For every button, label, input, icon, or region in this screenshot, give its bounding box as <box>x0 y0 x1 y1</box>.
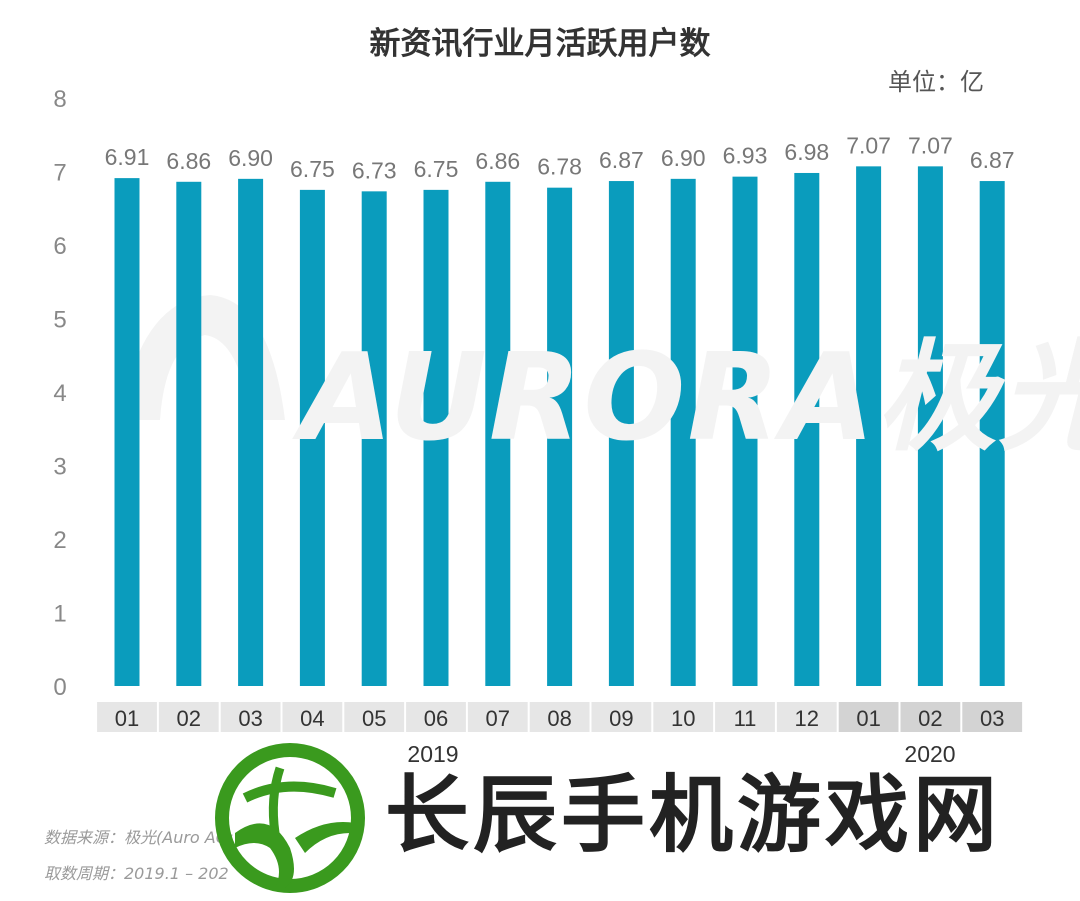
data-label: 6.73 <box>352 157 397 183</box>
data-label: 6.87 <box>599 147 644 173</box>
category-cell <box>220 702 281 732</box>
data-label: 6.86 <box>475 148 520 174</box>
data-label: 7.07 <box>908 132 953 158</box>
x-tick-label: 01 <box>115 706 139 731</box>
x-tick-label: 12 <box>795 706 819 731</box>
source-text: 数据来源：极光(Auro AQ: J <box>44 828 244 847</box>
bar <box>176 181 202 687</box>
bar <box>670 178 696 686</box>
y-tick-label: 5 <box>53 307 66 334</box>
x-tick-label: 09 <box>609 706 633 731</box>
bar <box>114 178 140 687</box>
brand-overlay-text: 长辰手机游戏网 <box>385 766 1002 864</box>
period-text: 取数周期：2019.1 – 202 <box>44 864 229 883</box>
x-tick-label: 02 <box>177 706 201 731</box>
year-group-label: 2020 <box>904 741 955 767</box>
category-cell <box>344 702 405 732</box>
x-tick-label: 01 <box>856 706 880 731</box>
category-cell <box>467 702 528 732</box>
chart-title: 新资讯行业月活跃用户数 <box>369 26 711 62</box>
category-cell <box>158 702 219 732</box>
x-tick-label: 04 <box>300 706 324 731</box>
data-label: 6.93 <box>723 143 768 169</box>
bar <box>485 181 511 687</box>
bar <box>856 166 882 687</box>
data-label: 7.07 <box>846 132 891 158</box>
data-label: 6.90 <box>228 145 273 171</box>
bar <box>608 181 634 686</box>
brand-logo-icon <box>215 743 365 893</box>
bar <box>238 178 264 686</box>
category-cell <box>653 702 714 732</box>
y-tick-label: 2 <box>53 527 66 554</box>
bars <box>114 166 1005 687</box>
category-cell <box>838 702 899 732</box>
y-tick-label: 3 <box>53 454 66 481</box>
x-tick-label: 10 <box>671 706 695 731</box>
bar <box>423 189 449 686</box>
category-cell <box>900 702 961 732</box>
y-tick-label: 1 <box>53 601 66 628</box>
x-tick-label: 03 <box>980 706 1004 731</box>
bar <box>979 181 1005 686</box>
x-tick-label: 03 <box>238 706 262 731</box>
x-axis: 01 02 03 04 05 06 07 08 09 10 11 12 01 02 03 2019 2020 <box>97 702 1023 767</box>
data-label: 6.91 <box>105 144 150 170</box>
value-labels: 6.91 6.86 6.90 6.75 6.73 6.75 6.86 6.78 6.87 6.90… <box>105 132 1015 183</box>
x-tick-label: 08 <box>547 706 571 731</box>
bar <box>547 187 573 687</box>
category-cell <box>591 702 652 732</box>
x-tick-label: 02 <box>918 706 942 731</box>
data-label: 6.78 <box>537 154 582 180</box>
category-cell <box>529 702 590 732</box>
category-cell <box>406 702 466 732</box>
data-label: 6.87 <box>970 147 1015 173</box>
category-cell <box>282 702 343 732</box>
x-tick-label: 06 <box>424 706 448 731</box>
unit-label: 单位：亿 <box>888 68 984 96</box>
bar <box>299 189 325 686</box>
category-cell <box>97 702 157 732</box>
category-cell <box>776 702 837 732</box>
y-tick-label: 6 <box>53 233 66 260</box>
y-tick-label: 0 <box>53 674 66 701</box>
bar <box>361 191 387 686</box>
bar <box>732 176 758 686</box>
data-label: 6.75 <box>290 156 335 182</box>
watermark-text: AURORA极光 <box>300 329 1080 468</box>
x-tick-label: 05 <box>362 706 386 731</box>
y-tick-label: 7 <box>53 160 66 187</box>
data-label: 6.75 <box>414 156 459 182</box>
data-label: 6.86 <box>166 148 211 174</box>
y-axis: 0 1 2 3 4 5 6 7 8 <box>53 86 66 701</box>
data-label: 6.90 <box>661 145 706 171</box>
year-group-label: 2019 <box>407 741 458 767</box>
x-tick-label: 07 <box>486 706 510 731</box>
data-label: 6.98 <box>784 139 829 165</box>
category-cell <box>962 702 1023 732</box>
bar <box>917 166 943 687</box>
category-cell <box>715 702 775 732</box>
x-tick-label: 11 <box>734 706 757 731</box>
y-tick-label: 4 <box>53 380 66 407</box>
y-tick-label: 8 <box>53 86 66 113</box>
bar <box>794 172 820 687</box>
